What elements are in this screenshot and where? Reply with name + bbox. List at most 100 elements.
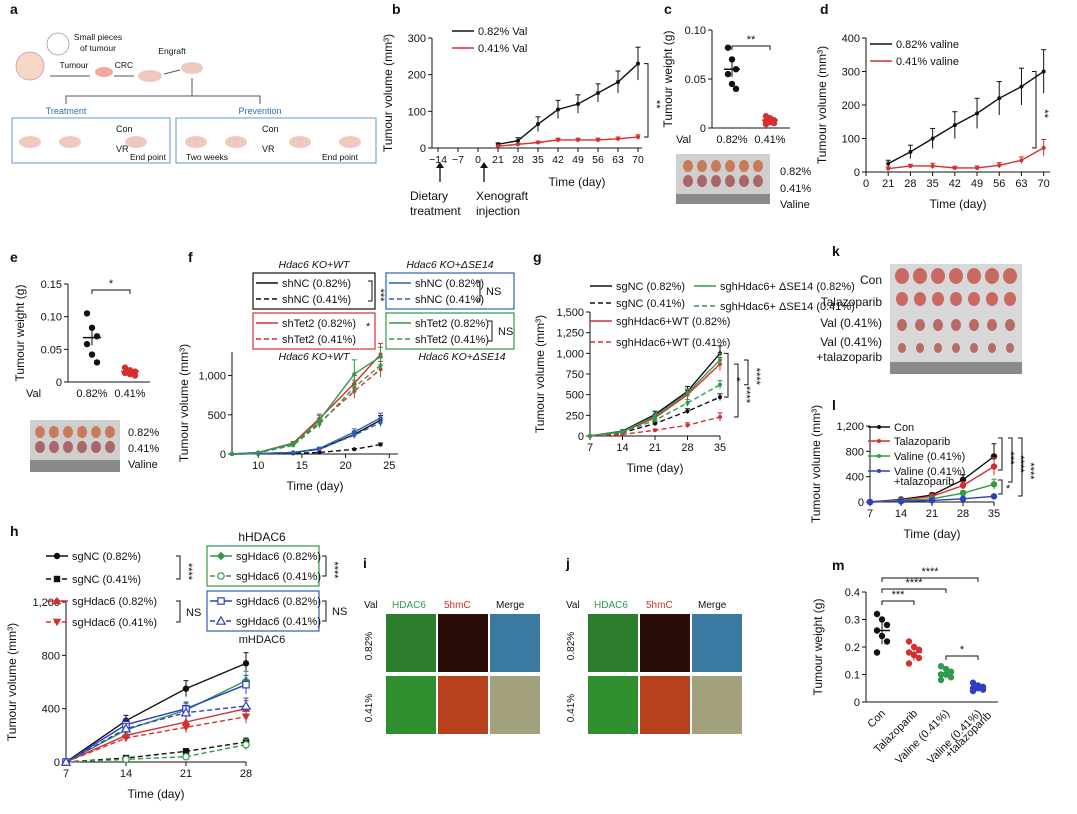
- data-point: [596, 91, 600, 95]
- bracket-line: [368, 280, 373, 302]
- dot-group-1: [121, 364, 139, 379]
- legend-label: Talazoparib: [894, 436, 950, 448]
- micrograph-panel-j: Val HDAC6 5hmC Merge 0.82% 0.41%: [566, 600, 742, 734]
- tumour-sample: [1005, 319, 1015, 331]
- x-tick-label: 0.82%: [716, 134, 747, 146]
- tumour-sample: [934, 343, 942, 353]
- bracket-line: [731, 45, 771, 50]
- x-tick-label: 0.82%: [76, 388, 107, 400]
- series-line: [65, 705, 247, 763]
- x-tick-label: 14: [616, 442, 628, 454]
- data-point: [1041, 69, 1046, 74]
- significance-bracket: ****: [881, 566, 979, 582]
- tumour-sample: [987, 319, 997, 331]
- photo-row-label: 0.82%: [780, 166, 811, 178]
- series-line: [231, 356, 381, 455]
- significance-label: NS: [332, 606, 347, 618]
- data-point: [636, 135, 640, 139]
- tumour-magnifier-icon: [46, 32, 70, 56]
- group-label: Hdac6 KO+ΔSE14: [406, 259, 493, 271]
- data-point: [990, 481, 998, 488]
- legend-entry: shTet2 (0.41%): [389, 334, 489, 346]
- panel-letter-k: k: [832, 243, 840, 259]
- x-tick-label: 28: [512, 154, 524, 166]
- x-tick-label: 25: [383, 460, 395, 472]
- data-point: [1019, 84, 1024, 89]
- x-tick-label: −14: [429, 154, 447, 166]
- x-tick-label: 63: [1015, 178, 1027, 190]
- significance-label: **: [747, 34, 756, 46]
- x-tick-label: 21: [882, 178, 894, 190]
- panel-subtitle: mHDAC6: [239, 634, 285, 646]
- legend-entry: shNC (0.41%): [389, 294, 484, 306]
- data-point: [877, 454, 881, 458]
- tumour-sample: [932, 292, 944, 306]
- panel-letter-m: m: [832, 557, 844, 573]
- axes-l: 0 400 800 1,200 Tumour volume (mm³) Time (day…: [809, 405, 1000, 541]
- y-tick-label: 300: [842, 67, 860, 79]
- dot-group-3: [969, 679, 987, 695]
- bracket-line: [734, 363, 739, 418]
- tumour-sample: [898, 343, 906, 353]
- tumour-sample: [35, 441, 45, 453]
- data-point: [536, 122, 540, 127]
- legend-label: sgNC (0.41%): [72, 574, 141, 586]
- tumour-sample: [968, 292, 980, 306]
- x-tick-label: 0.41%: [754, 134, 785, 146]
- column-label: Merge: [698, 600, 727, 611]
- y-tick-label: 200: [842, 100, 860, 112]
- branch-line: [192, 95, 261, 104]
- tumour-sample: [63, 426, 73, 438]
- data-point: [952, 123, 957, 128]
- annotation-injection: injection: [476, 204, 520, 218]
- data-point: [620, 430, 625, 435]
- series-line: [231, 364, 381, 455]
- mouse-icon: [19, 136, 41, 148]
- legend-entry: 0.82% Val: [452, 26, 527, 38]
- legend-entry: 0.41% Val: [452, 43, 527, 55]
- significance-label: ****: [921, 566, 939, 578]
- x-tick-label: 42: [552, 154, 564, 166]
- data-point: [516, 142, 520, 147]
- row-label: Talazoparib: [821, 295, 883, 309]
- data-point: [556, 107, 560, 112]
- bracket-line: [644, 63, 649, 138]
- tumour-sample: [933, 319, 943, 331]
- significance-label: ****: [1014, 455, 1026, 473]
- data-point: [866, 498, 874, 506]
- tumour-sample: [1004, 292, 1016, 306]
- legend-label: sgHdac6 (0.82%): [236, 551, 321, 563]
- tumour-sample: [985, 268, 999, 284]
- x-tick-label: 35: [926, 178, 938, 190]
- tumour-sample: [952, 343, 960, 353]
- legend-label: sgHdac6 (0.82%): [72, 596, 157, 608]
- y-tick-label: 0: [578, 431, 584, 443]
- data-point: [908, 163, 913, 168]
- dot-group-1: [762, 113, 778, 128]
- micrograph-tile: [438, 676, 488, 734]
- significance-bracket: ***: [368, 280, 386, 302]
- x-tick-label: 28: [904, 178, 916, 190]
- mouse-icon: [138, 70, 162, 82]
- legend-entry: 0.82% valine: [870, 39, 959, 51]
- x-tick-label: 28: [681, 442, 693, 454]
- bracket-line: [91, 289, 131, 294]
- data-point: [653, 414, 657, 419]
- data-point: [930, 163, 935, 168]
- significance-bracket: [322, 600, 327, 622]
- data-point: [588, 434, 592, 438]
- bracket-line: [176, 600, 181, 623]
- data-point: [883, 621, 891, 629]
- significance-label: ***: [1004, 452, 1016, 466]
- data-point: [317, 450, 322, 455]
- patient-icon: [15, 51, 45, 81]
- x-axis-label: Time (day): [930, 197, 987, 211]
- group-label: Hdac6 KO+ΔSE14: [418, 351, 505, 363]
- panel-letter-j: j: [565, 555, 570, 571]
- data-point: [378, 363, 383, 368]
- series-line: [231, 417, 381, 455]
- significance-label: NS: [486, 286, 501, 298]
- mouse-icon: [125, 136, 147, 148]
